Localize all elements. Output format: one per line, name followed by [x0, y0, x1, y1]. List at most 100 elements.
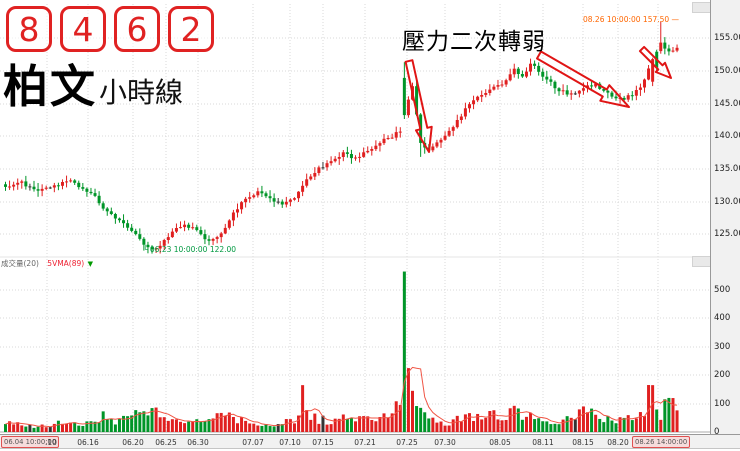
candle-body	[89, 191, 93, 194]
volume-legend: 成交量(20) 5VMA(89) ▼	[1, 258, 93, 269]
time-axis-label: 08.15	[572, 438, 594, 447]
volume-bar	[655, 409, 659, 432]
volume-bar	[227, 412, 231, 432]
volume-bars	[4, 271, 679, 432]
axis-value-label: 0	[714, 427, 720, 437]
candle-body	[77, 182, 81, 188]
candle-body	[577, 90, 581, 94]
volume-bar	[301, 385, 305, 432]
stock-name: 柏文	[3, 60, 98, 113]
candle-body	[28, 186, 32, 188]
volume-bar	[642, 416, 646, 432]
stock-code-digit: 2	[168, 6, 214, 52]
candle-body	[602, 88, 606, 91]
time-axis-label: 07.07	[242, 438, 264, 447]
volume-bar	[622, 417, 626, 432]
volume-bar	[97, 422, 101, 432]
candle-body	[366, 150, 370, 153]
candle-body	[565, 90, 569, 95]
candle-body	[386, 138, 390, 139]
candle-body	[500, 84, 504, 86]
volume-bar	[508, 408, 512, 432]
volume-bar	[256, 425, 260, 432]
volume-bar	[240, 417, 244, 432]
candle-body	[12, 184, 16, 187]
candle-body	[40, 188, 44, 191]
volume-bar	[109, 418, 113, 432]
volume-bar	[16, 422, 20, 432]
volume-bar	[602, 422, 606, 432]
down-arrow-annotation	[536, 50, 630, 108]
candle-body	[431, 146, 435, 151]
time-axis-label: 07.30	[434, 438, 456, 447]
volume-bar	[419, 407, 423, 432]
volume-bar	[447, 425, 451, 432]
volume-bar	[284, 419, 288, 432]
candle-body	[622, 97, 626, 100]
candle-body	[524, 71, 528, 77]
volume-bar	[36, 426, 40, 432]
candle-body	[280, 201, 284, 205]
candle-body	[455, 120, 459, 128]
candle-body	[179, 227, 183, 229]
volume-bar	[146, 415, 150, 432]
volume-bar	[366, 416, 370, 432]
volume-bar	[272, 426, 276, 432]
candle-body	[561, 90, 565, 92]
volume-bar	[179, 421, 183, 432]
volume-bar	[406, 368, 410, 432]
candle-body	[496, 85, 500, 87]
volume-bar	[73, 422, 77, 432]
volume-bar	[569, 417, 573, 432]
candle-body	[248, 197, 252, 199]
candle-body	[329, 161, 333, 164]
volume-bar	[561, 419, 565, 432]
volume-bar	[32, 427, 36, 432]
time-axis-label: .10	[45, 438, 57, 447]
candle-body	[382, 138, 386, 144]
volume-bar	[101, 411, 105, 432]
candle-body	[533, 63, 537, 66]
volume-bar	[56, 420, 60, 432]
volume-bar	[411, 390, 414, 432]
volume-bar	[195, 419, 199, 432]
volume-bar	[354, 421, 358, 432]
volume-bar	[459, 421, 463, 432]
volume-bar	[451, 419, 455, 432]
volume-bar	[529, 412, 533, 432]
volume-bar	[154, 407, 158, 432]
volume-bar	[402, 271, 406, 432]
volume-bar	[24, 426, 28, 432]
volume-bar	[52, 423, 56, 432]
volume-bar	[231, 417, 235, 432]
volume-bar	[105, 419, 109, 432]
time-axis-label: 06.16	[77, 438, 99, 447]
volume-bar	[394, 401, 398, 432]
candle-body	[65, 181, 69, 183]
volume-bar	[142, 411, 146, 432]
volume-bar	[590, 408, 594, 432]
volume-bar	[292, 423, 296, 432]
candle-body	[32, 186, 36, 190]
candle-body	[378, 143, 382, 146]
candle-body	[199, 230, 203, 235]
candle-body	[219, 233, 223, 238]
volume-bar	[89, 421, 93, 432]
candle-body	[20, 181, 24, 183]
volume-bar	[203, 421, 207, 432]
candle-body	[146, 244, 150, 248]
candle-body	[81, 187, 85, 189]
volume-bar	[586, 412, 590, 432]
volume-bar	[618, 417, 622, 432]
candle-body	[301, 185, 305, 192]
candle-body	[195, 227, 199, 231]
volume-bar	[223, 415, 227, 432]
candle-body	[101, 203, 105, 209]
candle-body	[451, 127, 455, 131]
candle-body	[154, 248, 158, 250]
time-axis-label: 06.30	[187, 438, 209, 447]
axis-value-label: 300	[714, 342, 731, 352]
volume-bar	[435, 422, 439, 432]
candle-body	[93, 193, 97, 196]
